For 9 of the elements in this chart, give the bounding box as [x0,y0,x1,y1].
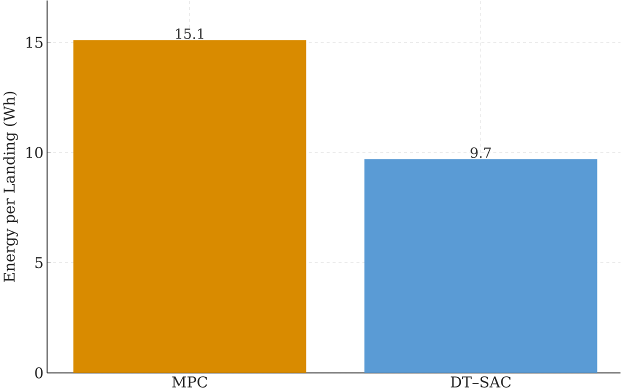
y-tick-label: 0 [35,367,43,379]
data-label: 9.7 [470,147,491,158]
y-tick-label: 15 [26,36,42,48]
x-tick-label: MPC [172,376,208,388]
y-tick-label: 5 [35,257,42,268]
x-tick-label: DT–SAC [450,376,511,388]
y-axis-title: Energy per Landing (Wh) [3,92,18,282]
y-tick-label: 10 [26,146,43,158]
data-label: 15.1 [176,28,204,40]
